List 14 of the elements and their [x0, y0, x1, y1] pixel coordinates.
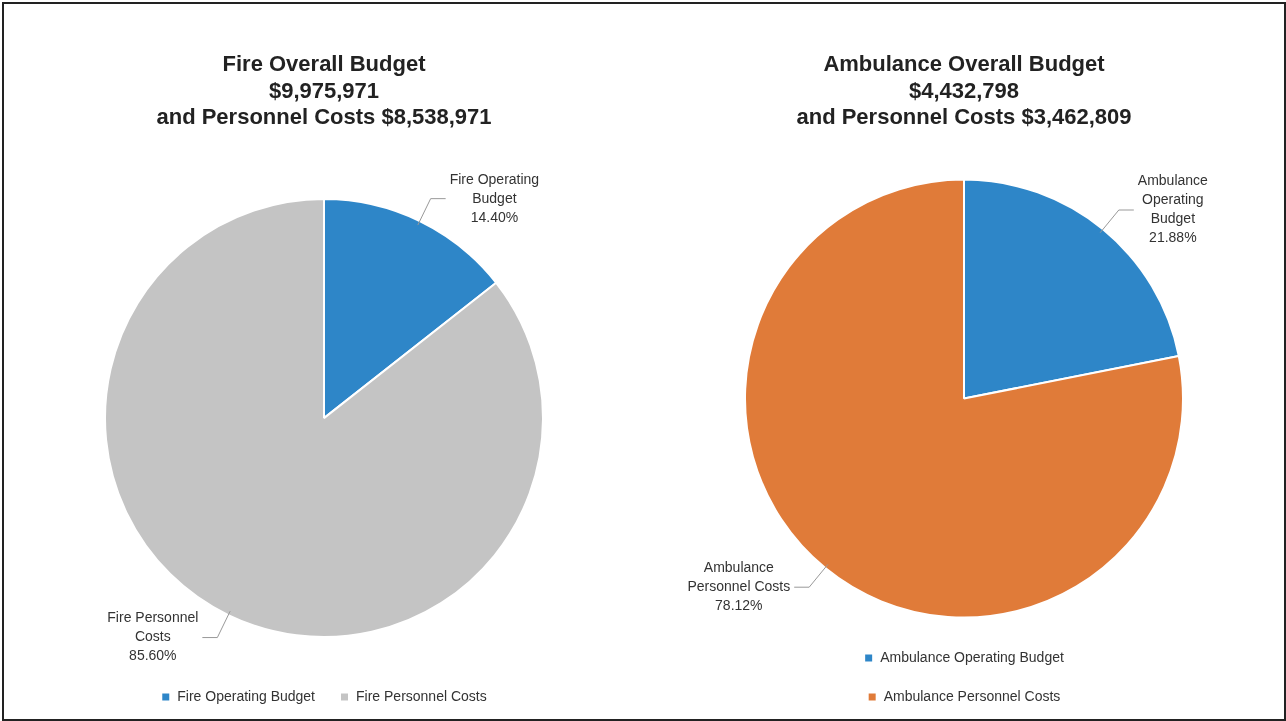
legend-label: Fire Personnel Costs: [356, 687, 487, 704]
legend-label: Ambulance Operating Budget: [880, 648, 1064, 665]
slice-label: Ambulance Personnel Costs: [687, 559, 791, 595]
data-label: 78.12%: [715, 597, 763, 614]
data-label: 85.60%: [129, 647, 177, 664]
data-label: 21.88%: [1149, 229, 1197, 246]
slice-label: Fire Operating Budget: [449, 170, 540, 206]
legend-label: Ambulance Personnel Costs: [883, 687, 1061, 704]
slice-label: Fire Personnel Costs: [107, 609, 199, 645]
chart-title: Fire Overall Budget $9,975,971 and Personnel Costs $8,538,971: [156, 51, 492, 130]
slice-label: Ambulance Operating Budget: [1137, 172, 1209, 227]
data-label: 14.40%: [470, 208, 519, 225]
legend-label: Fire Operating Budget: [177, 687, 316, 704]
chart-title: Ambulance Overall Budget $4,432,798 and Personnel Costs $3,462,809: [796, 51, 1132, 130]
